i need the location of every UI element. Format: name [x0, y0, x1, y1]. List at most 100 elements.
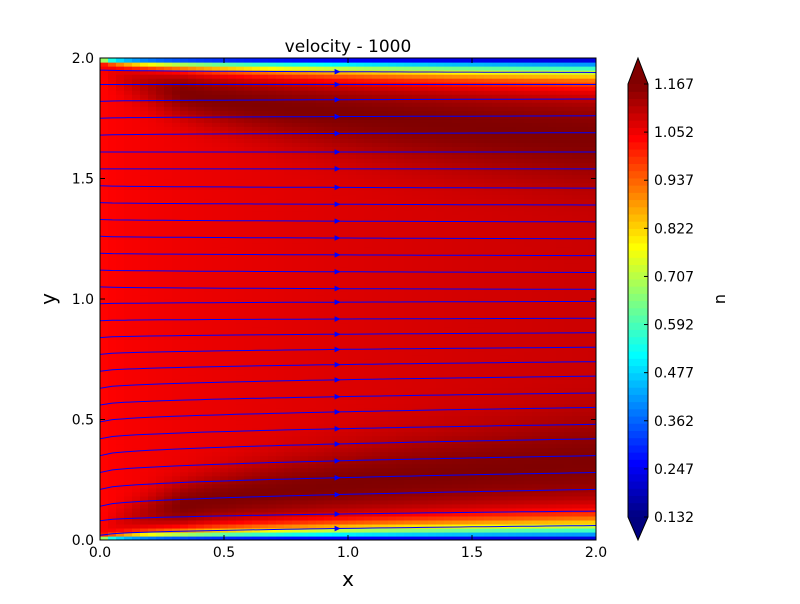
- heat-cell: [380, 299, 389, 304]
- heat-cell: [380, 246, 389, 252]
- heat-cell: [172, 250, 181, 256]
- heat-cell: [220, 351, 229, 356]
- heat-cell: [300, 423, 309, 429]
- heat-cell: [164, 222, 173, 228]
- heat-cell: [156, 383, 165, 388]
- heat-cell: [116, 403, 125, 409]
- heat-cell: [124, 270, 133, 276]
- heat-cell: [284, 339, 293, 344]
- heat-cell: [220, 126, 229, 131]
- heat-cell: [244, 415, 253, 421]
- heat-cell: [372, 367, 381, 372]
- heat-cell: [244, 367, 253, 372]
- heat-cell: [396, 527, 405, 533]
- heat-cell: [388, 495, 397, 501]
- heat-cell: [244, 178, 253, 184]
- heat-cell: [420, 86, 429, 91]
- heat-cell: [236, 266, 245, 272]
- heat-cell: [348, 371, 357, 376]
- heat-cell: [244, 443, 253, 449]
- heat-cell: [388, 162, 397, 168]
- heat-cell: [356, 307, 365, 312]
- heat-cell: [356, 270, 365, 276]
- heat-cell: [396, 86, 405, 91]
- heat-cell: [388, 138, 397, 143]
- heat-cell: [332, 282, 341, 288]
- heat-cell: [164, 70, 173, 75]
- heat-cell: [164, 415, 173, 421]
- heat-cell: [316, 379, 325, 384]
- heat-cell: [332, 479, 341, 485]
- heat-cell: [164, 511, 173, 517]
- heat-cell: [260, 315, 269, 320]
- heat-cell: [324, 395, 333, 401]
- heat-cell: [292, 467, 301, 473]
- heat-cell: [228, 202, 237, 208]
- heat-cell: [276, 174, 285, 180]
- heat-cell: [356, 415, 365, 421]
- heat-cell: [300, 515, 309, 521]
- heat-cell: [108, 238, 117, 244]
- heat-cell: [356, 58, 365, 63]
- heat-cell: [404, 282, 413, 288]
- heat-cell: [108, 511, 117, 517]
- heat-cell: [388, 519, 397, 525]
- heat-cell: [388, 463, 397, 469]
- heat-cell: [164, 146, 173, 151]
- heat-cell: [356, 487, 365, 493]
- heat-cell: [196, 206, 205, 212]
- heat-cell: [228, 94, 237, 99]
- heat-cell: [372, 503, 381, 509]
- heat-cell: [316, 186, 325, 192]
- heat-cell: [164, 419, 173, 425]
- heat-cell: [204, 250, 213, 256]
- heat-cell: [284, 403, 293, 409]
- heat-cell: [260, 202, 269, 208]
- heat-cell: [100, 455, 109, 461]
- heat-cell: [148, 266, 157, 272]
- heat-cell: [116, 270, 125, 276]
- heat-cell: [244, 158, 253, 164]
- heat-cell: [148, 66, 157, 71]
- heat-cell: [108, 122, 117, 127]
- heat-cell: [332, 503, 341, 509]
- heat-cell: [252, 503, 261, 509]
- heat-cell: [188, 74, 197, 79]
- heat-cell: [308, 178, 317, 184]
- heat-cell: [396, 138, 405, 143]
- heat-cell: [380, 266, 389, 272]
- heat-cell: [164, 178, 173, 184]
- heat-cell: [180, 270, 189, 276]
- heat-cell: [180, 491, 189, 497]
- heat-cell: [412, 222, 421, 228]
- heat-cell: [172, 475, 181, 481]
- heat-cell: [180, 214, 189, 220]
- heat-cell: [396, 359, 405, 364]
- heat-cell: [308, 299, 317, 304]
- heat-cell: [188, 467, 197, 473]
- heat-cell: [236, 523, 245, 529]
- heat-cell: [228, 515, 237, 521]
- heat-cell: [300, 383, 309, 388]
- heat-cell: [212, 375, 221, 380]
- heat-cell: [308, 327, 317, 332]
- heat-cell: [356, 190, 365, 196]
- heat-cell: [172, 335, 181, 340]
- heat-cell: [212, 391, 221, 396]
- heat-cell: [196, 138, 205, 143]
- heat-cell: [292, 134, 301, 139]
- heat-cell: [284, 278, 293, 284]
- heat-cell: [188, 242, 197, 248]
- heat-cell: [164, 335, 173, 340]
- heat-cell: [348, 274, 357, 280]
- heat-cell: [404, 290, 413, 296]
- heat-cell: [372, 423, 381, 429]
- heat-cell: [308, 307, 317, 312]
- heat-cell: [212, 242, 221, 248]
- heat-cell: [412, 162, 421, 168]
- heat-cell: [428, 443, 437, 449]
- heat-cell: [220, 299, 229, 304]
- heat-cell: [196, 403, 205, 409]
- heat-cell: [420, 375, 429, 380]
- heat-cell: [260, 403, 269, 409]
